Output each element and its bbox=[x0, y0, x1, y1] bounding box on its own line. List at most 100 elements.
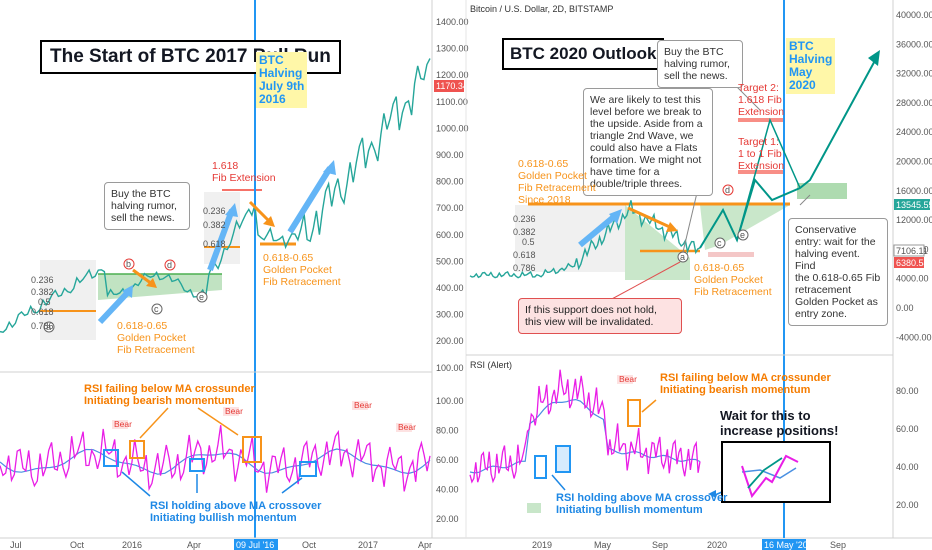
left-orange-arrow-1 bbox=[132, 268, 153, 286]
right-price-tick: 20000.00 bbox=[896, 157, 932, 167]
left-rsi-tick: 80.00 bbox=[436, 426, 459, 436]
left-fib-band-2 bbox=[204, 192, 240, 264]
right-rsi-ticks: 80.00 60.00 40.00 20.00 bbox=[896, 386, 919, 510]
svg-text:d: d bbox=[725, 185, 730, 195]
left-rsi-bull-box-2 bbox=[189, 458, 205, 472]
right-price-label-dark: 7106.11 bbox=[896, 246, 928, 256]
left-golden-pocket-1: 0.618-0.65 Golden Pocket Fib Retracement bbox=[117, 320, 195, 356]
svg-text:2020: 2020 bbox=[707, 540, 727, 550]
right-rsi-tick: 20.00 bbox=[896, 500, 919, 510]
left-price-label-bg bbox=[434, 80, 464, 92]
svg-text:Oct: Oct bbox=[70, 540, 85, 550]
right-test-level-note: We are likely to test this level before … bbox=[583, 88, 713, 196]
left-rsi-tick: 20.00 bbox=[436, 514, 459, 524]
svg-text:0.5: 0.5 bbox=[522, 237, 535, 247]
left-bear-tag-1: Bear bbox=[114, 419, 132, 429]
left-rsi-tick: 40.00 bbox=[436, 485, 459, 495]
right-price-tick: 28000.00 bbox=[896, 98, 932, 108]
left-price-tick: 500.00 bbox=[436, 256, 464, 266]
right-price-tick: 12000.00 bbox=[896, 215, 932, 225]
right-rsi-bull-box-1 bbox=[534, 455, 547, 479]
right-halving-label: BTC Halving May 2020 bbox=[786, 38, 836, 94]
left-price-tick: 1000.00 bbox=[436, 123, 469, 133]
svg-text:0.618: 0.618 bbox=[31, 307, 54, 317]
left-price-ticks: 1400.00 1300.00 1200.00 1100.00 1000.00 900.0… bbox=[436, 17, 469, 373]
left-rsi-pane: Bear Bear Bear Bear bbox=[0, 400, 431, 497]
right-rsi-line bbox=[469, 369, 701, 484]
right-fib-band bbox=[515, 205, 625, 272]
svg-text:e: e bbox=[199, 292, 204, 302]
svg-text:Apr: Apr bbox=[187, 540, 201, 550]
right-rsi-bear-note: RSI failing below MA crossunder Initiati… bbox=[660, 372, 831, 396]
left-rsi-ma-line bbox=[0, 448, 431, 475]
left-price-tick: 400.00 bbox=[436, 283, 464, 293]
left-price-tick: 100.00 bbox=[436, 363, 464, 373]
left-rsi-bear-pointer-2 bbox=[197, 407, 239, 436]
right-arrow-up bbox=[578, 212, 618, 248]
right-support-band bbox=[708, 252, 754, 257]
right-price-pane: a b c d e 0.236 0.382 0.5 0.618 0.786 bbox=[469, 0, 880, 538]
wait-box-sketch bbox=[708, 441, 831, 503]
left-arrow-3 bbox=[287, 166, 333, 234]
svg-text:0.618: 0.618 bbox=[203, 239, 226, 249]
right-rsi-tick: 40.00 bbox=[896, 462, 919, 472]
right-rsi-bull-note: RSI holding above MA crossover Initiatin… bbox=[556, 492, 728, 516]
left-halving-label: BTC Halving July 9th 2016 bbox=[256, 52, 308, 108]
svg-text:09 Jul '16: 09 Jul '16 bbox=[236, 540, 274, 550]
left-bear-tag-2: Bear bbox=[225, 406, 243, 416]
right-rsi-pane: Bear bbox=[469, 369, 723, 513]
svg-text:0.236: 0.236 bbox=[31, 275, 54, 285]
right-projection-path bbox=[699, 54, 879, 249]
left-price-tick: 800.00 bbox=[436, 177, 464, 187]
left-rsi-bear-box-2 bbox=[242, 436, 262, 463]
right-golden-pocket-top: 0.618-0.65 Golden Pocket Fib Retracement… bbox=[518, 158, 596, 206]
right-price-label-dark-bg bbox=[893, 244, 925, 257]
left-price-tick: 1400.00 bbox=[436, 17, 469, 27]
right-price-tick: 4000.00 bbox=[896, 274, 929, 284]
svg-text:0.618: 0.618 bbox=[513, 250, 536, 260]
svg-text:Sep: Sep bbox=[830, 540, 846, 550]
right-rsi-bull-box-2 bbox=[555, 445, 571, 473]
left-bear-tag-3: Bear bbox=[354, 400, 372, 410]
right-time-axis: 2019 May Sep 2020 16 May '20 Sep bbox=[532, 539, 846, 550]
svg-text:e: e bbox=[740, 230, 745, 240]
left-rsi-bull-pointer-3 bbox=[281, 477, 303, 494]
svg-text:a: a bbox=[46, 322, 51, 332]
right-entry-note: Conservative entry: wait for the halving… bbox=[788, 218, 888, 326]
svg-text:0.382: 0.382 bbox=[513, 227, 536, 237]
svg-text:d: d bbox=[167, 260, 172, 270]
left-buy-rumor-note: Buy the BTC halving rumor, sell the news… bbox=[104, 182, 190, 230]
left-price-tick: 600.00 bbox=[436, 230, 464, 240]
right-price-tick: 0.00 bbox=[896, 303, 914, 313]
left-rsi-bear-note: RSI failing below MA crossunder Initiati… bbox=[84, 383, 255, 407]
right-target2-label: Target 2: 1.618 Fib Extension bbox=[738, 82, 785, 118]
right-invalidation-note: If this support does not hold, this view… bbox=[518, 298, 682, 334]
left-rsi-tick: 60.00 bbox=[436, 455, 459, 465]
svg-text:2017: 2017 bbox=[358, 540, 378, 550]
right-price-label-green-bg bbox=[894, 199, 930, 210]
left-wave-labels: a b c d e bbox=[43, 258, 208, 333]
left-rsi-bear-pointer-1 bbox=[139, 407, 169, 439]
left-price-tick: 900.00 bbox=[436, 150, 464, 160]
left-price-tick: 1100.00 bbox=[436, 97, 468, 107]
right-target2-band bbox=[738, 118, 784, 122]
svg-text:0.786: 0.786 bbox=[513, 263, 536, 273]
right-price-label-red-bg bbox=[894, 257, 924, 268]
left-price-tick: 700.00 bbox=[436, 203, 464, 213]
right-title: BTC 2020 Outlook bbox=[502, 38, 665, 70]
svg-text:0.236: 0.236 bbox=[203, 206, 226, 216]
left-time-axis: Jul Oct 2016 Apr 09 Jul '16 Oct 2017 Apr bbox=[10, 539, 432, 550]
right-price-tick: 36000.00 bbox=[896, 39, 932, 49]
right-rsi-header: RSI (Alert) bbox=[470, 360, 513, 370]
left-rsi-bull-box-1 bbox=[103, 449, 119, 467]
right-rsi-tick: 80.00 bbox=[896, 386, 919, 396]
left-arrow-1 bbox=[97, 287, 133, 325]
svg-text:16 May '20: 16 May '20 bbox=[764, 540, 808, 550]
right-price-label-red: 6380.54 bbox=[896, 258, 929, 268]
right-price-tick: 24000.00 bbox=[896, 127, 932, 137]
right-bear-tag: Bear bbox=[619, 374, 637, 384]
left-fib-extension-label: 1.618 Fib Extension bbox=[212, 160, 276, 184]
right-price-tick: -4000.00 bbox=[896, 332, 932, 342]
svg-text:c: c bbox=[717, 238, 722, 248]
